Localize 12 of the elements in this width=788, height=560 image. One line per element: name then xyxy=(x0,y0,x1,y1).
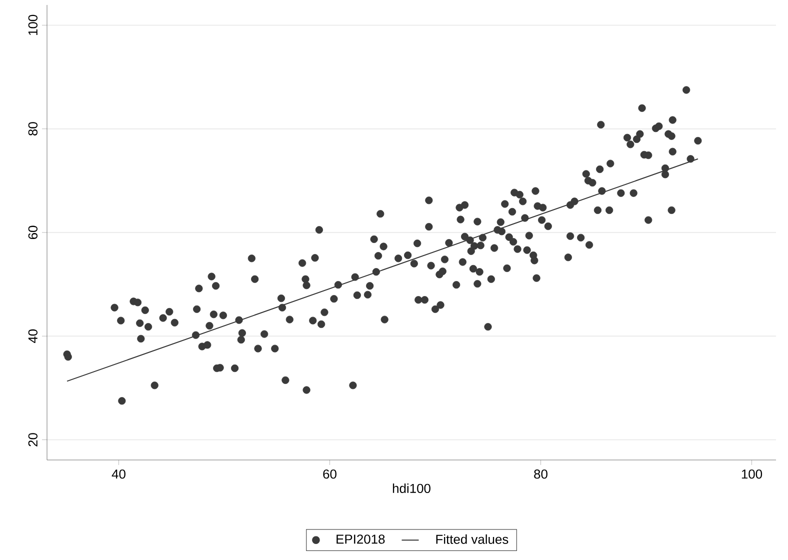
y-tick-label: 80 xyxy=(28,122,38,136)
y-tick-label: 40 xyxy=(28,329,38,344)
legend-label: EPI2018 xyxy=(336,534,385,544)
x-tick-label: 80 xyxy=(534,470,548,479)
x-tick-label: 40 xyxy=(112,470,126,479)
legend-label: Fitted values xyxy=(436,534,508,544)
x-tick-label: 100 xyxy=(742,470,762,479)
y-tick-label: 60 xyxy=(28,226,38,240)
x-axis-title: hdi100 xyxy=(392,484,430,494)
y-tick-label: 100 xyxy=(28,14,38,36)
x-tick-label: 60 xyxy=(323,470,336,479)
y-tick-label: 20 xyxy=(28,433,38,446)
